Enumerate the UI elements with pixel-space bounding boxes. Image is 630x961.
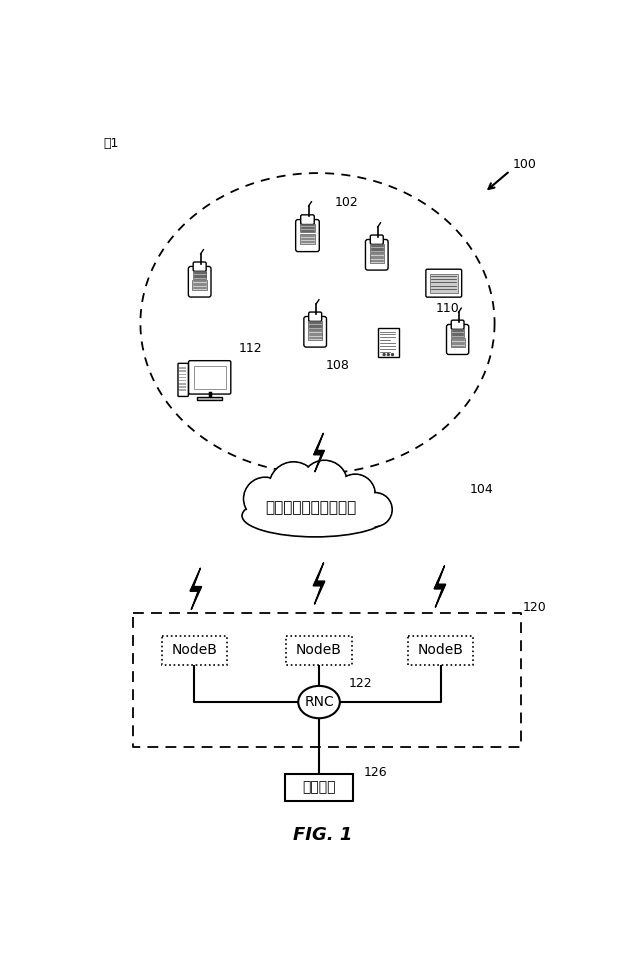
Text: 112: 112 (238, 342, 262, 356)
Text: FIG. 1: FIG. 1 (293, 826, 353, 845)
Circle shape (360, 494, 391, 526)
Text: 126: 126 (364, 766, 387, 779)
Polygon shape (434, 566, 445, 607)
Ellipse shape (242, 495, 388, 537)
Text: 110: 110 (436, 302, 460, 314)
Text: キャリア: キャリア (302, 780, 336, 795)
Bar (193, 366, 226, 388)
Text: 122: 122 (348, 678, 372, 690)
Text: 102: 102 (335, 196, 358, 209)
Circle shape (358, 493, 392, 527)
Text: NodeB: NodeB (171, 644, 217, 657)
Circle shape (383, 354, 385, 356)
Bar (193, 281, 207, 290)
Circle shape (335, 474, 375, 514)
Circle shape (244, 478, 287, 520)
Ellipse shape (244, 496, 387, 535)
Bar (197, 397, 222, 400)
Circle shape (244, 479, 285, 519)
Polygon shape (313, 563, 325, 604)
Circle shape (336, 476, 374, 513)
Bar (430, 274, 457, 292)
FancyBboxPatch shape (193, 262, 206, 271)
Circle shape (387, 354, 389, 356)
Text: 100: 100 (513, 158, 537, 171)
FancyBboxPatch shape (295, 219, 319, 252)
Bar (450, 338, 465, 348)
Bar (408, 636, 473, 665)
Polygon shape (314, 433, 324, 472)
Circle shape (269, 462, 318, 511)
Text: 124: 124 (427, 647, 450, 659)
Circle shape (270, 463, 317, 510)
Bar (370, 254, 384, 263)
Text: エアインターフェース: エアインターフェース (266, 501, 357, 515)
Bar (161, 636, 227, 665)
Bar (180, 383, 186, 384)
Bar (180, 389, 186, 391)
FancyBboxPatch shape (304, 316, 326, 347)
FancyBboxPatch shape (365, 239, 388, 270)
Bar (285, 775, 353, 801)
Text: 120: 120 (523, 602, 547, 614)
Bar (308, 331, 323, 340)
Bar (301, 225, 314, 233)
Bar (180, 367, 186, 369)
Bar (370, 244, 384, 252)
FancyBboxPatch shape (447, 325, 469, 355)
Bar (193, 271, 207, 279)
FancyBboxPatch shape (188, 266, 211, 297)
Bar (180, 380, 186, 382)
FancyBboxPatch shape (378, 328, 399, 357)
FancyBboxPatch shape (451, 320, 464, 330)
FancyBboxPatch shape (309, 312, 322, 321)
Bar (180, 370, 186, 372)
Text: 104: 104 (469, 482, 493, 496)
Bar (300, 234, 315, 244)
FancyBboxPatch shape (426, 269, 462, 297)
Ellipse shape (298, 686, 340, 718)
Text: NodeB: NodeB (418, 644, 464, 657)
Bar (180, 374, 186, 375)
Bar (180, 386, 186, 388)
Circle shape (302, 461, 346, 505)
FancyBboxPatch shape (178, 363, 188, 397)
Text: RNC: RNC (304, 695, 334, 709)
FancyBboxPatch shape (370, 235, 383, 244)
Polygon shape (190, 568, 202, 609)
Circle shape (391, 354, 394, 356)
Circle shape (301, 460, 348, 506)
Bar (286, 636, 352, 665)
Text: 108: 108 (325, 359, 349, 373)
Bar (180, 377, 186, 379)
FancyBboxPatch shape (301, 215, 314, 225)
Text: NodeB: NodeB (296, 644, 342, 657)
Text: 図1: 図1 (103, 136, 119, 150)
FancyBboxPatch shape (188, 360, 231, 394)
Bar (451, 329, 464, 336)
Bar (309, 321, 322, 329)
